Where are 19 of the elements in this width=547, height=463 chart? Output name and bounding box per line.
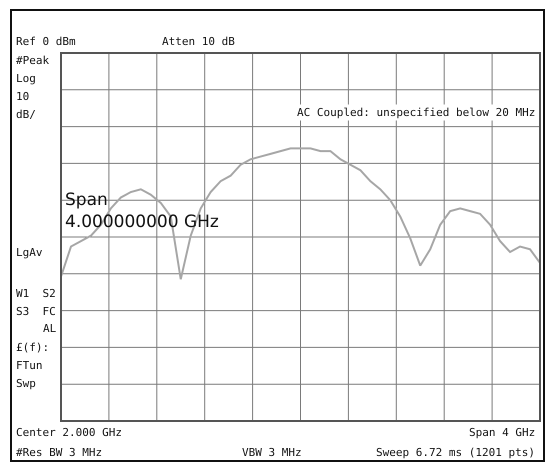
- text: Center 2.000 GHz: [16, 426, 122, 439]
- text: VBW 3 MHz: [242, 446, 302, 459]
- text: Sweep 6.72 ms (1201 pts): [376, 446, 535, 459]
- text: AL: [43, 322, 57, 335]
- text: Log: [16, 72, 36, 85]
- text: Atten 10 dB: [162, 35, 236, 48]
- text: £(f):: [16, 341, 50, 354]
- text: #Res BW 3 MHz: [16, 446, 102, 459]
- text: 10: [16, 90, 30, 103]
- text: S3 FC: [16, 305, 56, 318]
- text: #Peak: [16, 54, 50, 67]
- text: dB/: [16, 108, 36, 121]
- text: Swp: [16, 377, 36, 390]
- text: AC Coupled: unspecified below 20 MHz: [297, 106, 536, 119]
- text: W1 S2: [16, 287, 56, 300]
- text: Ref 0 dBm: [16, 35, 76, 48]
- text: Span 4 GHz: [469, 426, 536, 439]
- text: FTun: [16, 359, 42, 372]
- text: LgAv: [16, 246, 43, 259]
